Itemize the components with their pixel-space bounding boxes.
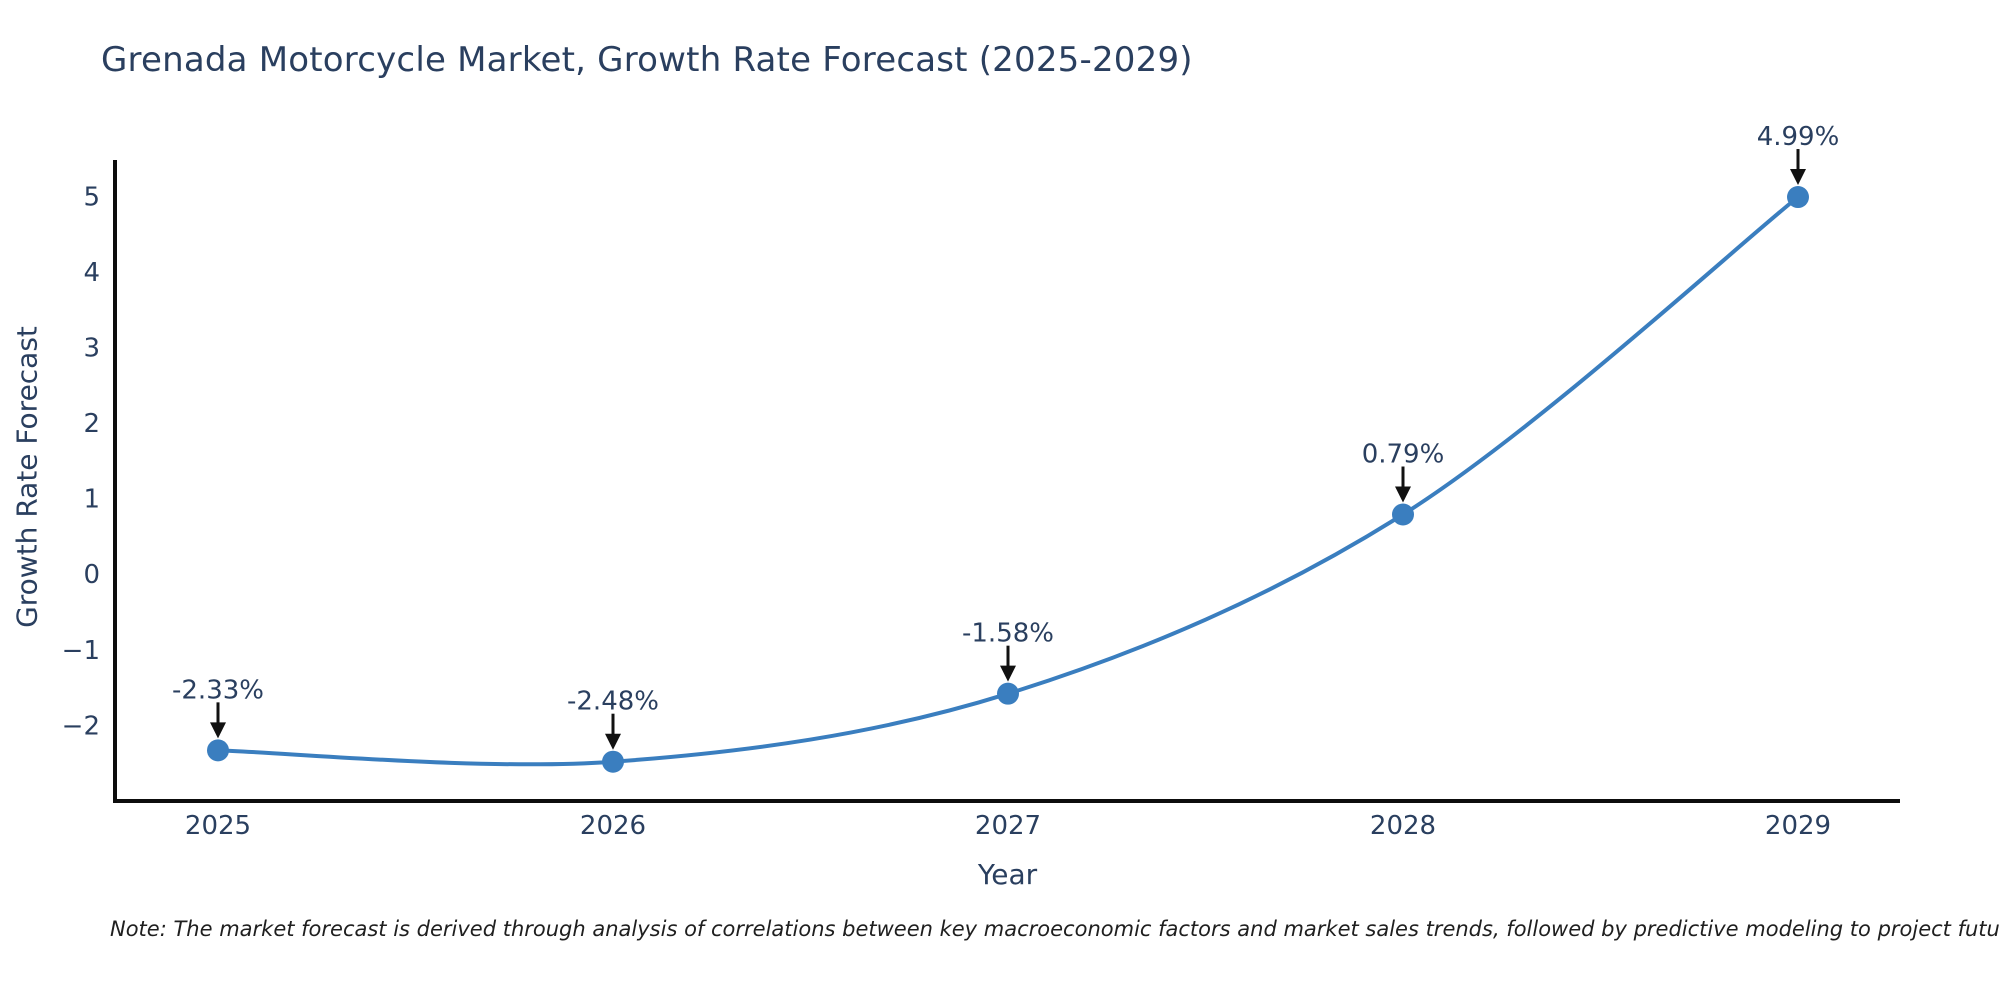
- annotation-arrow-head: [1395, 486, 1411, 503]
- y-tick-label: 3: [83, 333, 100, 363]
- x-tick-label: 2028: [1370, 811, 1436, 841]
- x-tick-label: 2027: [975, 811, 1041, 841]
- data-point-label: -1.58%: [962, 619, 1054, 649]
- data-point-marker[interactable]: [602, 750, 624, 773]
- data-point-marker[interactable]: [997, 682, 1019, 705]
- y-tick-label: −1: [62, 636, 100, 666]
- annotation-arrow-head: [605, 733, 621, 750]
- y-tick-label: −2: [62, 711, 100, 741]
- x-tick-label: 2025: [185, 811, 251, 841]
- data-point-label: 4.99%: [1757, 122, 1840, 152]
- x-tick-label: 2026: [580, 811, 646, 841]
- y-tick-label: 0: [83, 560, 100, 590]
- data-point-marker[interactable]: [1392, 503, 1414, 526]
- y-tick-label: 1: [83, 485, 100, 515]
- annotation-arrow-head: [1790, 169, 1806, 186]
- y-tick-label: 2: [83, 409, 100, 439]
- x-axis-title: Year: [977, 858, 1038, 891]
- data-point-label: -2.33%: [172, 675, 264, 705]
- annotation-arrow-head: [1000, 665, 1016, 682]
- y-tick-label: 5: [83, 182, 100, 212]
- data-point-marker[interactable]: [207, 739, 229, 762]
- chart-title: Grenada Motorcycle Market, Growth Rate F…: [101, 40, 1193, 80]
- data-point-label: 0.79%: [1362, 440, 1445, 470]
- annotation-arrow-head: [210, 722, 226, 739]
- data-point-label: -2.48%: [567, 687, 659, 717]
- footnote: Note: The market forecast is derived thr…: [110, 917, 2000, 941]
- data-point-marker[interactable]: [1787, 186, 1809, 209]
- y-tick-label: 4: [83, 258, 100, 288]
- x-tick-label: 2029: [1765, 811, 1831, 841]
